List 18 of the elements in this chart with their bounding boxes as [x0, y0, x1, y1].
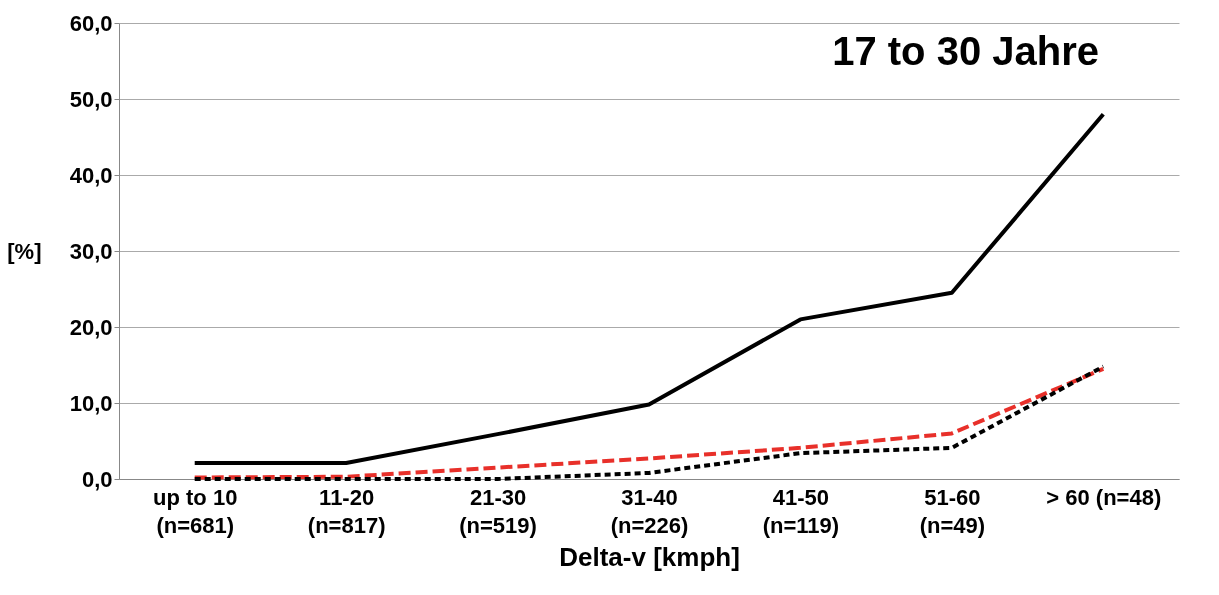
y-axis-title: [%]	[7, 238, 42, 264]
annotation: 17 to 30 Jahre	[832, 29, 1099, 73]
y-tick-label: 40,0	[69, 162, 113, 188]
x-axis-title: Delta-v [kmph]	[559, 541, 740, 572]
x-tick-label: 51-60 (n=49)	[919, 484, 986, 538]
x-tick-label: > 60 (n=48)	[1046, 484, 1162, 510]
y-tick-label: 60,0	[69, 10, 113, 36]
x-tick-label: 11-20 (n=817)	[307, 484, 386, 538]
x-tick-label: up to 10 (n=681)	[153, 484, 238, 538]
y-tick-label: 20,0	[69, 314, 113, 340]
x-tick-label: 41-50 (n=119)	[762, 484, 840, 538]
y-tick-label: 10,0	[69, 390, 113, 416]
y-tick-label: 50,0	[69, 86, 113, 112]
y-tick-label: 0,0	[81, 466, 113, 492]
y-tick-label: 30,0	[69, 238, 113, 264]
line-series	[192, 112, 1106, 466]
x-tick-label: 21-30 (n=519)	[459, 484, 537, 538]
x-tick-label: 31-40 (n=226)	[610, 484, 689, 538]
